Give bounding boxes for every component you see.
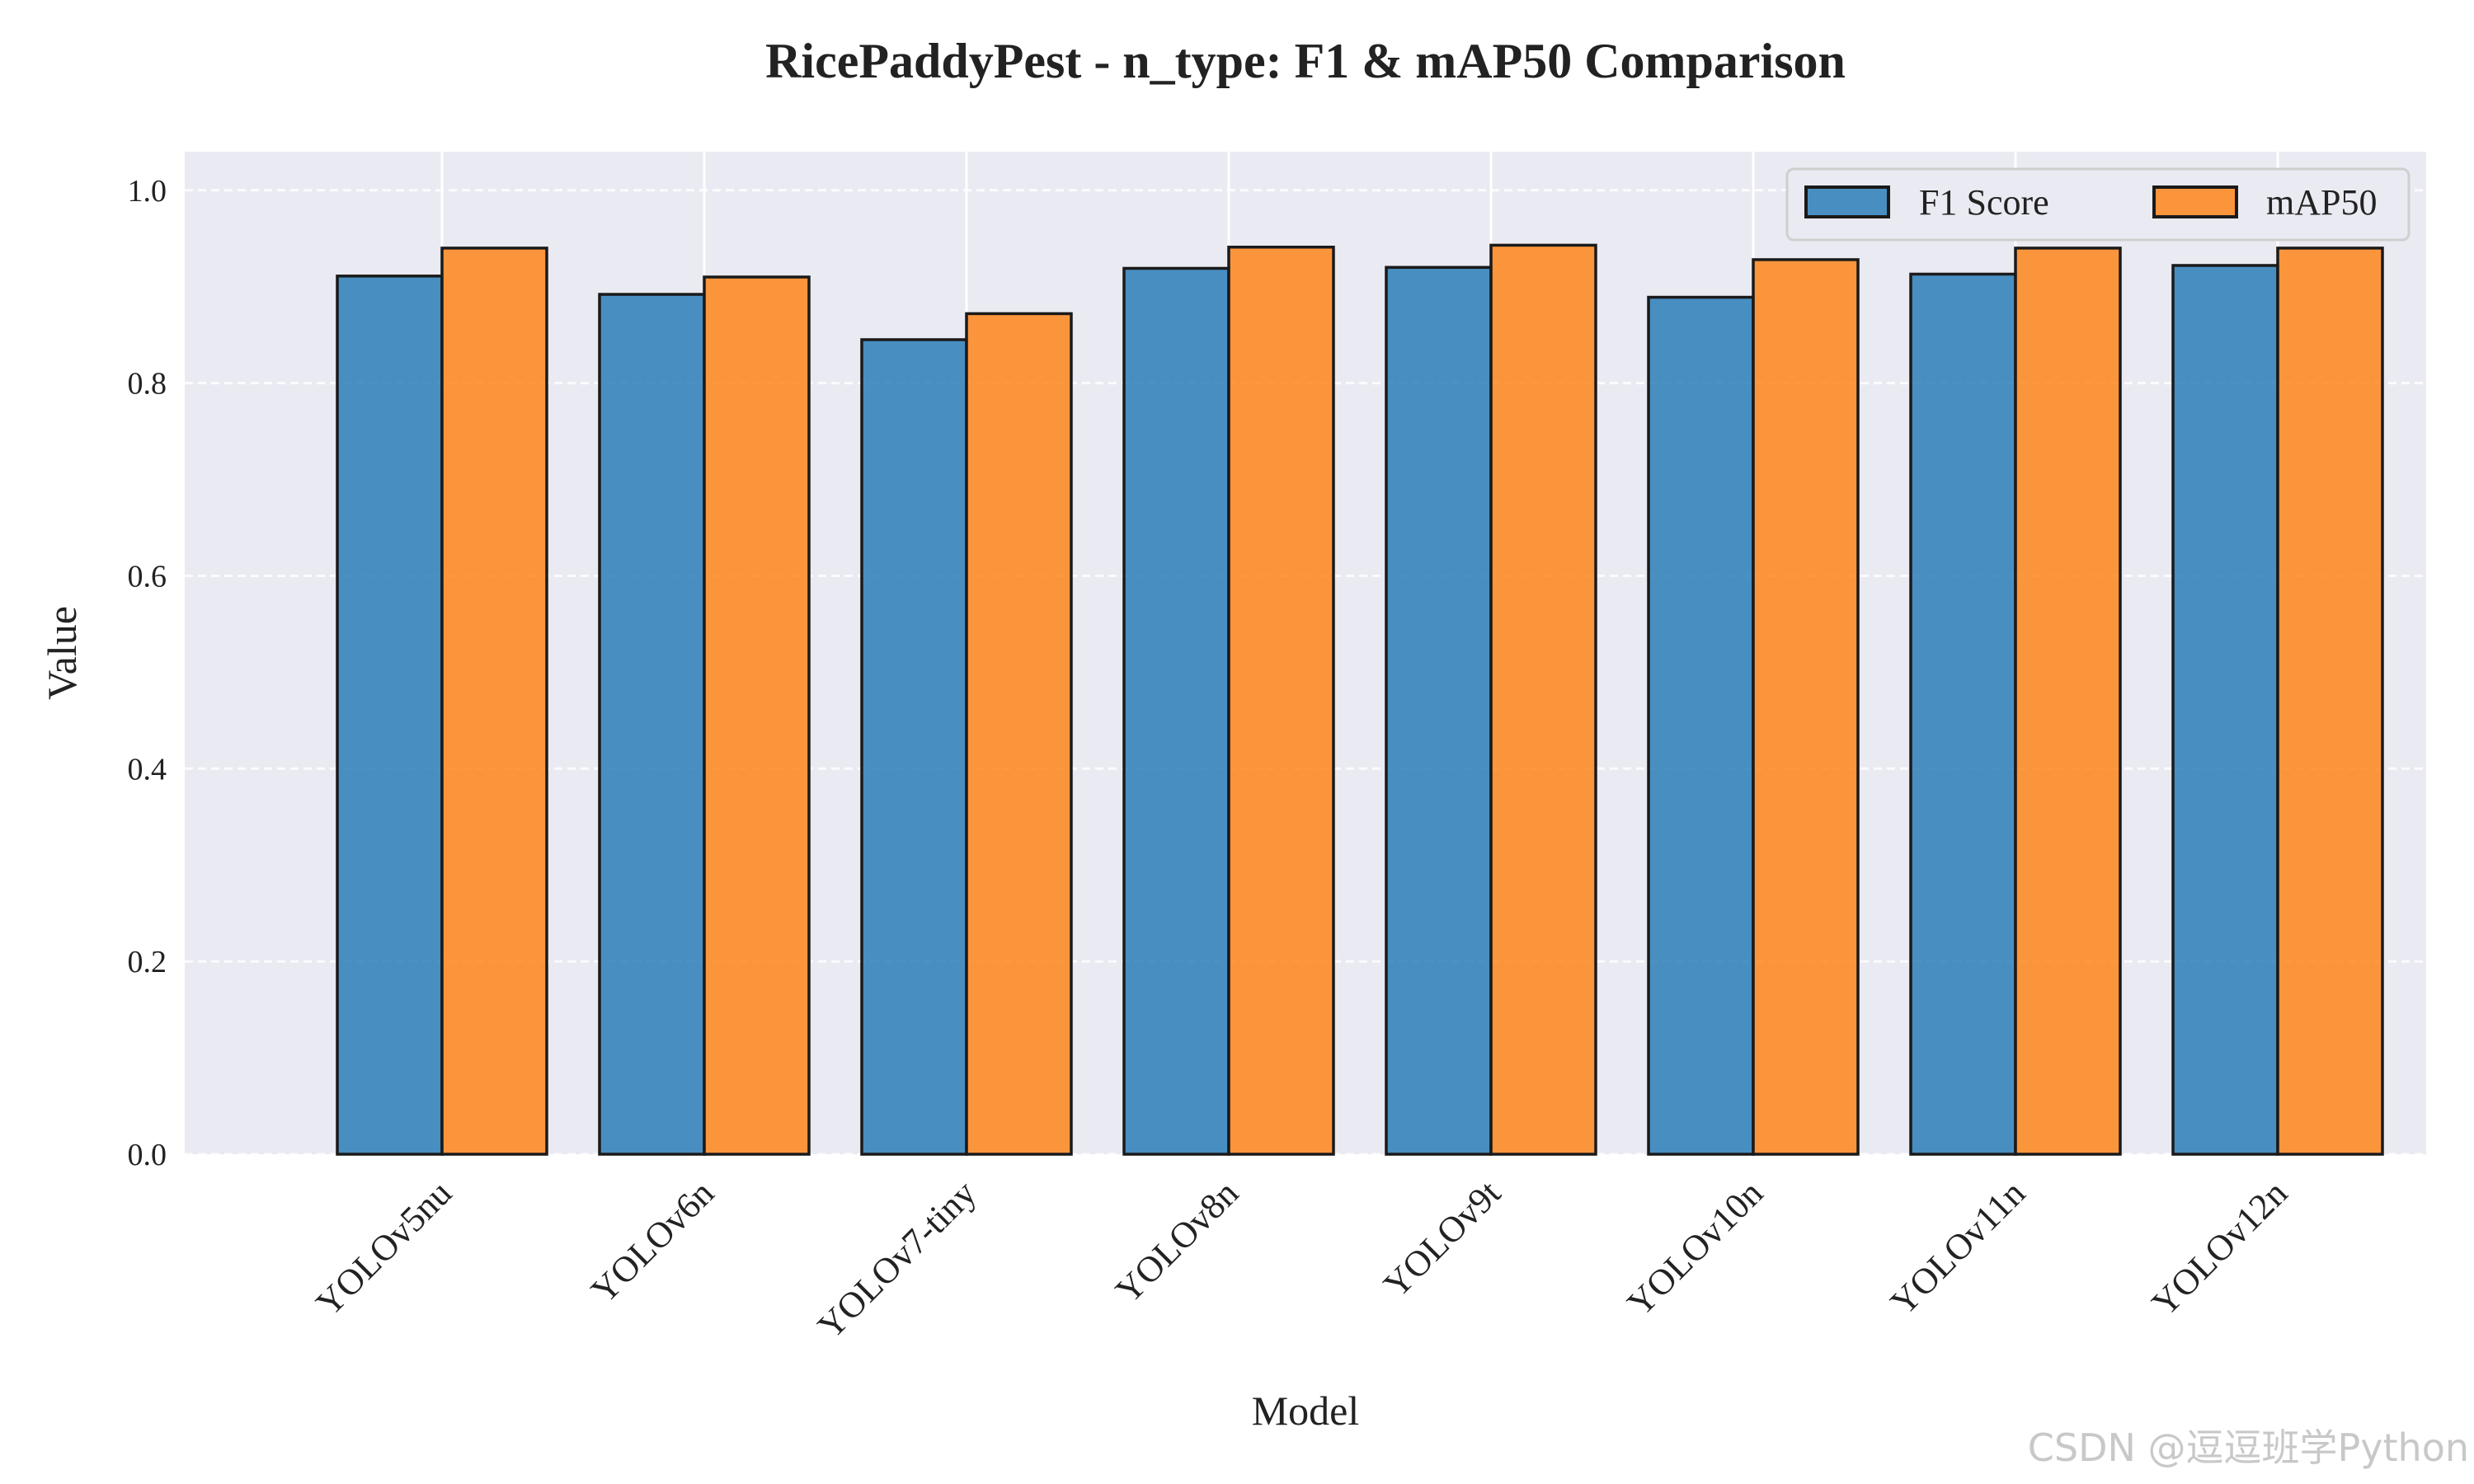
y-tick-label: 0.4 (128, 752, 167, 787)
x-tick-label: YOLOv5nu (308, 1172, 459, 1323)
x-tick-label: YOLOv12n (2144, 1172, 2295, 1323)
legend-box (1785, 167, 2411, 242)
y-axis-label: Value (39, 606, 85, 700)
bar-map50-yolov11n (2014, 247, 2122, 1156)
bar-map50-yolov10n (1752, 258, 1860, 1156)
bar-f1-score-yolov12n (2171, 264, 2279, 1156)
bar-map50-yolov12n (2276, 247, 2384, 1156)
legend-swatch-map50 (2152, 186, 2238, 218)
x-tick-label: YOLOv11n (1883, 1172, 2033, 1322)
bar-f1-score-yolov6n (598, 293, 706, 1156)
x-tick-label: YOLOv7-tiny (810, 1172, 984, 1346)
legend: F1 Score mAP50 (1785, 167, 2411, 242)
bar-map50-yolov9t (1489, 243, 1597, 1156)
bar-f1-score-yolov10n (1647, 295, 1755, 1156)
y-tick-label: 0.2 (128, 945, 167, 979)
x-tick-label: YOLOv9t (1376, 1172, 1508, 1305)
x-axis-label: Model (1252, 1388, 1360, 1434)
legend-label-f1: F1 Score (1919, 182, 2049, 223)
x-tick-label: YOLOv6n (583, 1172, 722, 1311)
bar-map50-yolov7-tiny (965, 312, 1073, 1156)
chart-title: RicePaddyPest - n_type: F1 & mAP50 Compa… (765, 34, 1846, 88)
watermark: CSDN @逗逗班学Python (2027, 1425, 2469, 1470)
x-tick-label: YOLOv10n (1620, 1172, 1771, 1323)
legend-label-map50: mAP50 (2266, 182, 2377, 223)
bar-map50-yolov6n (703, 275, 811, 1156)
bar-f1-score-yolov9t (1385, 265, 1493, 1156)
bar-f1-score-yolov5nu (336, 275, 444, 1156)
y-tick-label: 1.0 (128, 174, 167, 209)
y-tick-label: 0.0 (128, 1138, 167, 1172)
y-tick-label: 0.6 (128, 559, 167, 594)
bar-map50-yolov8n (1227, 246, 1335, 1156)
bar-f1-score-yolov11n (1909, 272, 2017, 1156)
bar-map50-yolov5nu (440, 247, 548, 1156)
bar-f1-score-yolov8n (1122, 266, 1230, 1156)
y-tick-label: 0.8 (128, 367, 167, 402)
legend-swatch-f1 (1804, 186, 1890, 218)
x-tick-label: YOLOv8n (1108, 1172, 1246, 1311)
bar-f1-score-yolov7-tiny (860, 338, 968, 1156)
